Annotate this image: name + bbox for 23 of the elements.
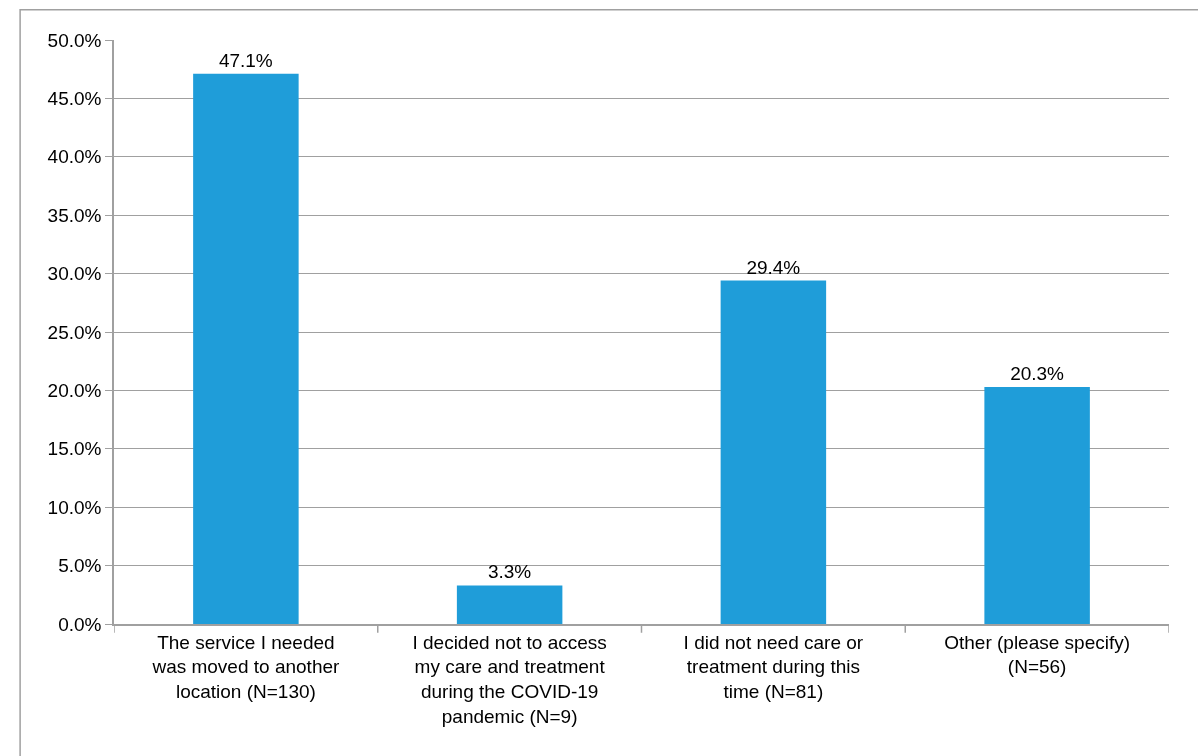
x-tick-label: I did not need care or treatment during this time (N=81) bbox=[683, 631, 864, 702]
data-label: 3.3% bbox=[487, 561, 532, 583]
data-label: 29.4% bbox=[746, 256, 801, 278]
data-label: 20.3% bbox=[1010, 362, 1065, 384]
bar bbox=[456, 585, 563, 624]
x-tick-label: The service I needed was moved to another location (N=130) bbox=[151, 631, 341, 702]
y-tick-label: 40.0% bbox=[47, 146, 102, 168]
y-tick-label: 45.0% bbox=[47, 88, 102, 110]
y-tick-label: 20.0% bbox=[47, 380, 102, 402]
bar bbox=[720, 280, 827, 624]
y-tick-label: 25.0% bbox=[47, 321, 102, 343]
bar bbox=[984, 386, 1090, 624]
x-tick-label: Other (please specify) (N=56) bbox=[944, 631, 1131, 678]
y-tick-label: 30.0% bbox=[47, 263, 102, 285]
y-tick-label: 50.0% bbox=[47, 29, 102, 51]
y-tick-label: 10.0% bbox=[47, 496, 102, 518]
y-tick-label: 0.0% bbox=[58, 613, 102, 635]
data-label: 47.1% bbox=[218, 49, 273, 71]
x-tick-label: I decided not to access my care and treatment during the COVID-19 pandemic (N=9) bbox=[412, 631, 607, 727]
y-tick-label: 15.0% bbox=[47, 438, 102, 460]
y-tick-label: 35.0% bbox=[47, 204, 102, 226]
bar bbox=[193, 73, 299, 624]
y-tick-label: 5.0% bbox=[58, 555, 102, 577]
